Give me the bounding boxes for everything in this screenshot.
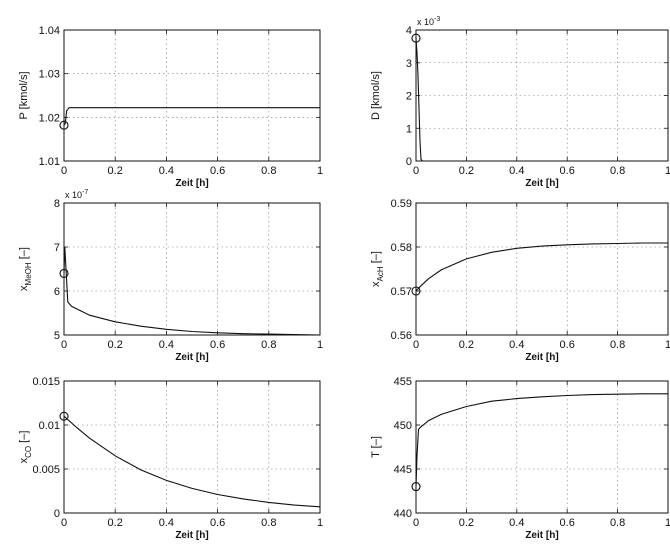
x-tick-label: 0.6: [560, 339, 575, 351]
y-tick-label: 1.01: [39, 156, 60, 168]
plot-frame: [63, 29, 321, 162]
x-tick-label: 0.6: [210, 165, 225, 177]
subplot-2: 0 0.2 0.4 0.6 0.8 1 0 1 2 3 4 Zeit [h] D [kmol/s] x 1…: [370, 16, 670, 189]
series-line: [63, 246, 321, 336]
y-tick-label: 0.005: [32, 464, 60, 476]
x-tick-label: 0.8: [261, 517, 276, 529]
y-tick-label: 440: [394, 508, 412, 520]
initial-point-marker: [411, 33, 421, 43]
subplot-3: 0 0.2 0.4 0.6 0.8 1 5 6 7 8 Zeit [h] xMeOH [–] x 10-…: [18, 189, 323, 363]
y-axis-label: D [kmol/s]: [370, 71, 382, 120]
x-tick-label: 0: [61, 517, 67, 529]
y-tick-label: 6: [54, 286, 60, 298]
x-tick-label: 0.4: [159, 517, 174, 529]
y-tick-label: 8: [54, 198, 60, 210]
x-tick-label: 0.8: [610, 339, 625, 351]
x-tick-label: 1: [665, 165, 670, 177]
y-axis-label: T [–]: [370, 436, 382, 458]
y-tick-label: 1: [406, 123, 412, 135]
series-line: [63, 107, 320, 126]
y-tick-label: 0.01: [39, 420, 60, 432]
plot-frame: [63, 380, 321, 514]
y-tick-label: 5: [54, 330, 60, 342]
y-tick-label: 1.02: [39, 112, 60, 124]
plot-frame: [415, 380, 669, 514]
x-axis-label: Zeit [h]: [525, 178, 558, 189]
x-tick-label: 0: [413, 339, 419, 351]
series-line: [415, 38, 668, 162]
x-tick-label: 0.4: [509, 165, 524, 177]
x-tick-label: 0.4: [509, 339, 524, 351]
x-axis-label: Zeit [h]: [175, 352, 208, 363]
x-axis-label: Zeit [h]: [175, 530, 208, 541]
y-tick-label: 2: [406, 91, 412, 103]
plot-frame: [63, 202, 321, 336]
axis-multiplier: x 10-7: [65, 189, 88, 200]
x-tick-label: 0.6: [210, 517, 225, 529]
x-tick-label: 0.6: [560, 517, 575, 529]
x-tick-label: 0.4: [159, 339, 174, 351]
subplot-6: 0 0.2 0.4 0.6 0.8 1 440 445 450 455 Zeit [h] T [–]: [370, 376, 670, 541]
y-tick-label: 0.56: [391, 330, 412, 342]
axis-multiplier: x 10-3: [417, 16, 440, 27]
x-tick-label: 0: [61, 339, 67, 351]
y-tick-label: 3: [406, 58, 412, 70]
initial-point-marker: [59, 268, 69, 278]
subplot-1: 0 0.2 0.4 0.6 0.8 1 1.01 1.02 1.03 1.04 Zeit [h] P …: [18, 25, 323, 189]
x-tick-label: 0.8: [610, 165, 625, 177]
y-tick-label: 0: [406, 156, 412, 168]
x-tick-label: 0.6: [210, 339, 225, 351]
x-tick-label: 1: [317, 517, 323, 529]
x-tick-label: 0: [413, 517, 419, 529]
y-axis-label: xCO [–]: [18, 431, 33, 464]
x-tick-label: 0.8: [610, 517, 625, 529]
x-tick-label: 0.4: [509, 517, 524, 529]
series-line: [415, 242, 668, 292]
x-tick-label: 0.6: [560, 165, 575, 177]
x-tick-label: 1: [317, 339, 323, 351]
initial-point-marker: [411, 482, 421, 492]
x-tick-label: 0.4: [159, 165, 174, 177]
y-tick-label: 450: [394, 420, 412, 432]
x-axis-label: Zeit [h]: [525, 352, 558, 363]
y-tick-label: 4: [406, 25, 412, 37]
x-tick-label: 0: [61, 165, 67, 177]
x-tick-label: 1: [317, 165, 323, 177]
initial-point-marker: [59, 120, 69, 130]
initial-point-marker: [411, 286, 421, 296]
series-line: [63, 415, 321, 508]
series-line: [415, 393, 668, 487]
x-tick-label: 0.2: [108, 517, 123, 529]
x-tick-label: 0.2: [108, 339, 123, 351]
x-tick-label: 0.2: [459, 165, 474, 177]
y-tick-label: 445: [394, 464, 412, 476]
x-tick-label: 0.2: [459, 339, 474, 351]
x-tick-label: 0: [413, 165, 419, 177]
y-tick-label: 0.57: [391, 286, 412, 298]
x-axis-label: Zeit [h]: [175, 178, 208, 189]
y-axis-label: xAcH [–]: [370, 251, 385, 287]
y-tick-label: 7: [54, 242, 60, 254]
plot-frame: [415, 202, 669, 336]
x-axis-label: Zeit [h]: [525, 530, 558, 541]
y-tick-label: 0.58: [391, 242, 412, 254]
y-tick-label: 0: [54, 508, 60, 520]
y-tick-label: 1.04: [39, 25, 60, 37]
x-tick-label: 1: [665, 517, 670, 529]
x-tick-label: 0.8: [261, 339, 276, 351]
y-axis-label: xMeOH [–]: [18, 247, 33, 291]
y-tick-label: 1.03: [39, 69, 60, 81]
y-axis-label: P [kmol/s]: [18, 71, 30, 119]
y-tick-label: 0.59: [391, 198, 412, 210]
subplot-5: 0 0.2 0.4 0.6 0.8 1 0 0.005 0.01 0.015 Zeit [h] xCO…: [18, 376, 323, 541]
subplot-4: 0 0.2 0.4 0.6 0.8 1 0.56 0.57 0.58 0.59 Zeit [h] xA…: [370, 198, 670, 363]
x-tick-label: 0.8: [261, 165, 276, 177]
y-tick-label: 0.015: [32, 376, 60, 388]
x-tick-label: 0.2: [108, 165, 123, 177]
initial-point-marker: [59, 411, 69, 421]
x-tick-label: 0.2: [459, 517, 474, 529]
x-tick-label: 1: [665, 339, 670, 351]
y-tick-label: 455: [394, 376, 412, 388]
